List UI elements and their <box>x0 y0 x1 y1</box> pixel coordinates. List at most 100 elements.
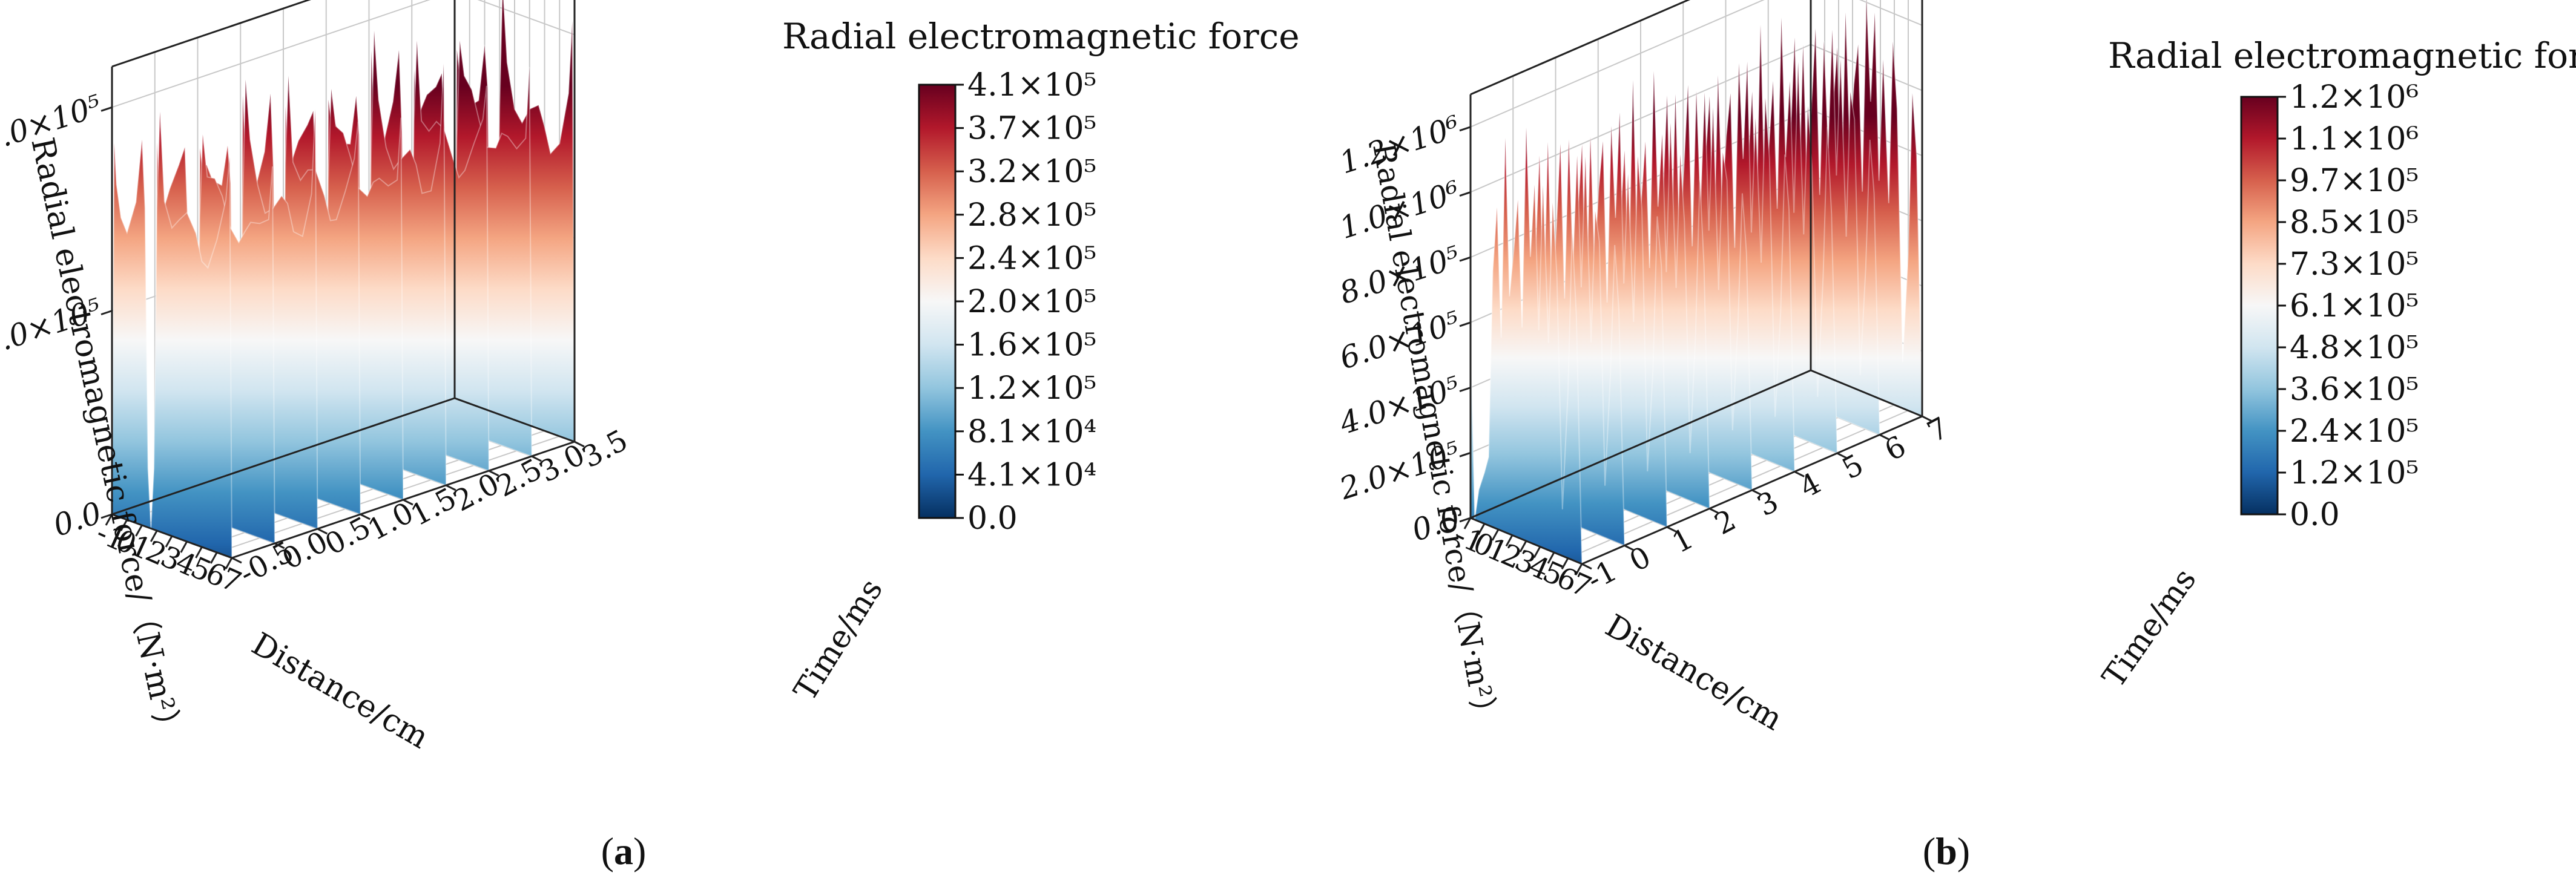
y-tick-mark <box>531 455 542 462</box>
z-tick-mark <box>1459 126 1471 132</box>
y-tick-mark <box>488 470 499 477</box>
y-tick-mark <box>1666 526 1678 533</box>
colorbar-tick-label: 7.3×10⁵ <box>2290 246 2419 283</box>
y-tick-label: 0 <box>1624 540 1656 578</box>
colorbar-tick-label: 2.4×10⁵ <box>2290 413 2419 450</box>
panel-a-colorbar-title: Radial electromagnetic force <box>782 16 1300 57</box>
colorbar-tick-label: 1.6×10⁵ <box>967 327 1096 364</box>
panel-b-surface <box>1470 0 1923 565</box>
y-tick-label: 6 <box>1879 429 1911 468</box>
y-tick-mark <box>1794 471 1805 477</box>
colorbar-gradient <box>918 84 957 519</box>
colorbar-tick-label: 1.2×10⁵ <box>967 370 1096 407</box>
colorbar-gradient <box>2240 96 2279 516</box>
colorbar-tick-label: 2.0×10⁵ <box>967 284 1096 320</box>
x-tick-mark <box>1491 529 1500 541</box>
z-tick-mark <box>100 106 113 112</box>
x-tick-mark <box>105 514 113 526</box>
y-tick-mark <box>1624 545 1635 551</box>
x-tick-mark <box>1519 540 1527 552</box>
colorbar-tick-label: 8.1×10⁴ <box>967 414 1096 450</box>
x-tick-mark <box>150 530 158 542</box>
axis-line <box>1810 369 1923 418</box>
y-tick-mark <box>1879 434 1890 441</box>
panel-b-y-axis-label: Time/ms <box>2095 562 2203 695</box>
z-tick-mark <box>1459 451 1471 457</box>
colorbar-tick-label: 3.2×10⁵ <box>967 154 1096 190</box>
colorbar-tick-label: 8.5×10⁵ <box>2290 205 2419 241</box>
panel-a-y-axis-label: Time/ms <box>787 572 890 707</box>
z-tick-mark <box>100 513 113 519</box>
surface-slice <box>1470 127 1583 565</box>
axis-line <box>111 0 311 68</box>
surface-slice <box>111 111 233 559</box>
grid-line <box>111 0 430 108</box>
colorbar-tick-label: 1.2×10⁶ <box>2290 79 2419 116</box>
panel-b-colorbar: 1.2×10⁶ 1.1×10⁶ 9.7×10⁵ 8.5×10⁵ 7.3×10⁵ 6.1×1… <box>2240 79 2419 533</box>
y-tick-mark <box>317 528 328 535</box>
x-tick-mark <box>165 536 173 548</box>
y-tick-label: 7 <box>1922 411 1954 450</box>
y-tick-mark <box>1581 563 1592 570</box>
panel-b-z-axis-label: Radial electromagnetic force/（N·m²） <box>1366 140 1503 731</box>
x-tick-mark <box>120 519 128 531</box>
grid-line <box>1470 0 1765 128</box>
axis-line <box>111 397 455 516</box>
panel-a-colorbar: 4.1×10⁵ 3.7×10⁵ 3.2×10⁵ 2.8×10⁵ 2.4×10⁵ 2.0×1… <box>918 67 1096 537</box>
x-tick-mark <box>195 546 203 559</box>
axis-line <box>1470 369 1811 519</box>
x-tick-mark <box>1575 563 1583 575</box>
y-tick-mark <box>446 484 456 491</box>
x-tick-mark <box>1533 546 1541 559</box>
panel-a-surface <box>111 0 576 559</box>
colorbar-tick-label: 3.7×10⁵ <box>967 111 1096 147</box>
colorbar-tick-label: 3.6×10⁵ <box>2290 372 2419 408</box>
z-tick-mark <box>1459 517 1471 523</box>
y-tick-mark <box>1836 452 1848 459</box>
y-tick-label: 3 <box>1751 485 1784 523</box>
colorbar-tick-label: 9.7×10⁵ <box>2290 163 2419 199</box>
colorbar-tick-label: 1.1×10⁶ <box>2290 121 2419 157</box>
z-tick-mark <box>1459 321 1471 327</box>
y-tick-label: 1 <box>1667 522 1699 560</box>
y-tick-label: 2 <box>1709 503 1741 542</box>
y-tick-label: 4 <box>1794 466 1827 505</box>
colorbar-tick-label: 0.0 <box>967 500 1018 537</box>
z-tick-mark <box>1459 191 1471 197</box>
panel-b-colorbar-title: Radial electromagnetic force <box>2108 35 2576 76</box>
axis-line <box>1470 0 1691 96</box>
colorbar-tick-label: 0.0 <box>2290 497 2340 533</box>
y-tick-mark <box>231 557 242 564</box>
colorbar-tick-label: 4.8×10⁵ <box>2290 330 2419 366</box>
z-tick-mark <box>1459 387 1471 393</box>
panel-b-x-axis-label: Distance/cm <box>1599 608 1789 738</box>
panel-b-caption: (b) <box>1923 830 1970 873</box>
x-tick-mark <box>1477 523 1486 536</box>
colorbar-tick-label: 2.8×10⁵ <box>967 197 1096 234</box>
y-tick-mark <box>274 542 285 549</box>
y-tick-mark <box>1709 508 1720 514</box>
z-tick-mark <box>1459 256 1471 262</box>
z-tick-mark <box>100 310 113 316</box>
colorbar-tick-label: 1.2×10⁵ <box>2290 455 2419 491</box>
colorbar-tick-label: 6.1×10⁵ <box>2290 288 2419 324</box>
x-tick-mark <box>1561 557 1569 570</box>
x-tick-mark <box>1505 534 1514 547</box>
y-tick-label: 5 <box>1837 448 1869 487</box>
y-tick-mark <box>1922 415 1932 422</box>
grid-line <box>477 0 575 36</box>
y-tick-mark <box>403 499 413 506</box>
x-tick-mark <box>1463 517 1472 529</box>
colorbar-tick-label: 2.4×10⁵ <box>967 240 1096 277</box>
y-tick-mark <box>360 513 371 520</box>
panel-a-x-axis-label: Distance/cm <box>246 626 435 756</box>
colorbar-tick-label: 4.1×10⁵ <box>967 67 1096 103</box>
x-tick-mark <box>180 541 188 553</box>
x-tick-mark <box>1547 552 1555 564</box>
y-tick-mark <box>1751 489 1762 496</box>
x-tick-mark <box>135 525 143 537</box>
x-tick-mark <box>225 557 233 569</box>
panel-b-chart: 0.02.0×10⁵4.0×10⁵6.0×10⁵8.0×10⁵1.0×10⁶1.… <box>1335 0 2576 738</box>
